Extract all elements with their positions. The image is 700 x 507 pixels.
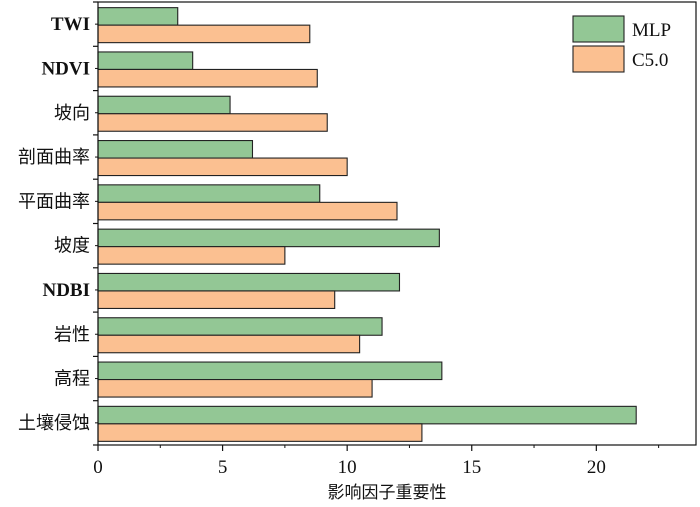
bar-mlp-1 [97,51,194,71]
legend-swatch-1 [572,45,625,73]
x-axis-title: 影响因子重要性 [328,483,447,503]
bar-mlp-5 [97,228,440,248]
y-tick-label-6: NDBI [42,280,90,301]
bar-mlp-8 [97,361,443,381]
y-tick-label-7: 岩性 [54,324,90,345]
bar-mlp-4 [97,184,321,203]
bar-mlp-3 [97,140,254,159]
y-tick-label-2: 坡向 [54,103,90,124]
x-axis: 0 5 10 15 20 [93,445,660,478]
y-tick-label-1: NDVI [41,58,90,79]
x-tick-label-4: 20 [587,457,606,478]
bar-mlp-9 [97,405,637,425]
bar-mlp-7 [97,317,383,336]
bar-c50-0 [97,24,311,44]
x-tick-label-0: 0 [93,457,103,478]
bar-c50-5 [97,246,286,265]
y-tick-label-8: 高程 [54,369,90,390]
x-tick-label-1: 5 [218,457,228,478]
bar-c50-6 [97,290,336,310]
bar-c50-9 [97,423,423,442]
bar-mlp-6 [97,272,401,292]
y-tick-label-3: 剖面曲率 [18,147,90,168]
bar-c50-7 [97,334,361,354]
x-tick-label-3: 15 [462,457,481,478]
y-tick-label-9: 土壤侵蚀 [18,413,90,434]
bar-c50-4 [97,201,398,221]
legend-label-0: MLP [632,20,671,41]
bar-c50-3 [97,157,348,177]
bar-mlp-0 [97,7,179,26]
bars-layer [97,7,637,442]
x-tick-label-2: 10 [338,457,357,478]
bar-c50-8 [97,378,373,398]
bar-mlp-2 [97,95,231,115]
legend-label-1: C5.0 [632,50,668,71]
bar-c50-2 [97,113,328,132]
y-tick-label-4: 平面曲率 [18,191,90,212]
y-tick-label-5: 坡度 [54,236,90,257]
plot-frame [97,1,697,446]
y-tick-label-0: TWI [51,14,90,35]
bar-c50-1 [97,68,318,88]
legend-swatch-0 [572,15,625,43]
legend: MLP C5.0 [572,15,671,73]
